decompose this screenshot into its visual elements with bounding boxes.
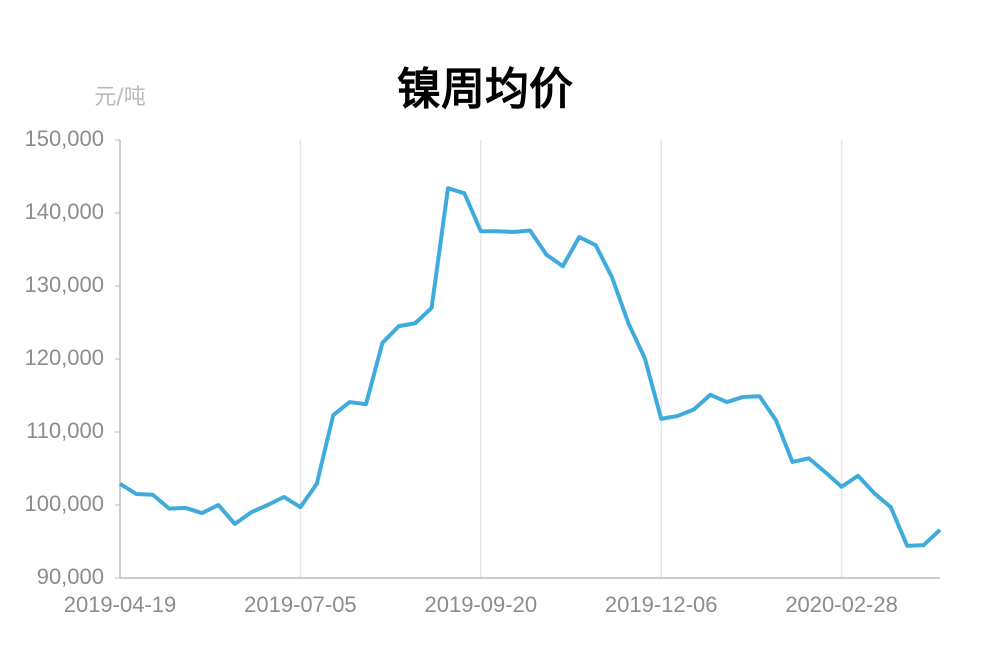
y-tick-label: 150,000	[24, 126, 104, 151]
y-tick-label: 140,000	[24, 199, 104, 224]
y-tick-label: 110,000	[26, 418, 104, 443]
y-tick-label: 120,000	[24, 345, 104, 370]
x-tick-label: 2020-02-28	[785, 592, 898, 617]
x-tick-label: 2019-09-20	[425, 592, 538, 617]
y-tick-label: 130,000	[24, 272, 104, 297]
x-tick-label: 2019-12-06	[605, 592, 718, 617]
data-line	[118, 186, 942, 548]
x-tick-label: 2019-04-19	[64, 592, 177, 617]
chart-title: 镍周均价	[397, 64, 573, 115]
y-axis-label: 元/吨	[94, 85, 145, 110]
y-tick-label: 90,000	[37, 564, 104, 589]
y-tick-label: 100,000	[24, 491, 104, 516]
x-tick-label: 2019-07-05	[244, 592, 357, 617]
